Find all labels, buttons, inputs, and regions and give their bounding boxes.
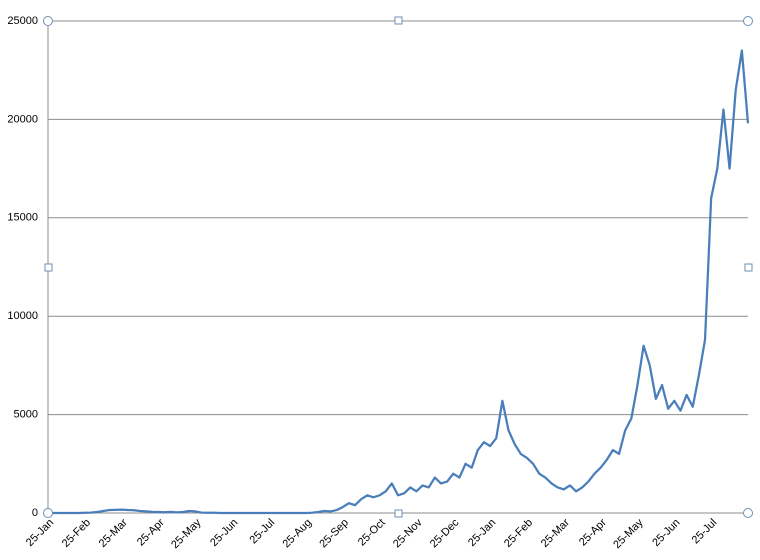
x-tick-label: 25-Jan bbox=[466, 517, 498, 549]
x-tick-label: 25-May bbox=[169, 516, 204, 551]
y-tick-label: 20000 bbox=[7, 113, 38, 125]
x-tick-label: 25-Aug bbox=[280, 517, 314, 551]
x-tick-label: 25-Feb bbox=[60, 517, 93, 550]
y-tick-label: 5000 bbox=[14, 409, 38, 421]
handle bbox=[43, 508, 53, 518]
y-tick-label: 10000 bbox=[7, 310, 38, 322]
handle bbox=[394, 509, 403, 518]
handle bbox=[744, 263, 753, 272]
data-line bbox=[48, 49, 750, 515]
handle bbox=[743, 508, 753, 518]
handle bbox=[43, 16, 53, 26]
x-tick-label: 25-Jun bbox=[208, 517, 240, 549]
x-tick-label: 25-Jan bbox=[24, 517, 56, 549]
x-tick-label: 25-Jul bbox=[690, 517, 720, 547]
x-tick-label: 25-Jun bbox=[650, 517, 682, 549]
x-tick-label: 25-Apr bbox=[135, 516, 167, 548]
x-tick-label: 25-May bbox=[611, 516, 646, 551]
x-tick-label: 25-Mar bbox=[539, 516, 572, 549]
x-tick-label: 25-Sep bbox=[317, 517, 351, 551]
handle bbox=[394, 16, 403, 25]
x-tick-label: 25-Dec bbox=[428, 516, 462, 550]
handle bbox=[44, 263, 53, 272]
handle bbox=[743, 16, 753, 26]
y-tick-label: 25000 bbox=[7, 15, 38, 27]
x-tick-label: 25-Apr bbox=[577, 516, 609, 548]
x-tick-label: 25-Mar bbox=[97, 516, 130, 549]
x-tick-label: 25-Feb bbox=[502, 517, 535, 550]
x-tick-label: 25-Jul bbox=[248, 517, 278, 547]
x-tick-label: 25-Nov bbox=[391, 516, 425, 550]
y-tick-label: 15000 bbox=[7, 212, 38, 224]
y-tick-label: 0 bbox=[32, 507, 38, 519]
x-tick-label: 25-Oct bbox=[356, 517, 388, 549]
selection-handles bbox=[43, 16, 753, 518]
